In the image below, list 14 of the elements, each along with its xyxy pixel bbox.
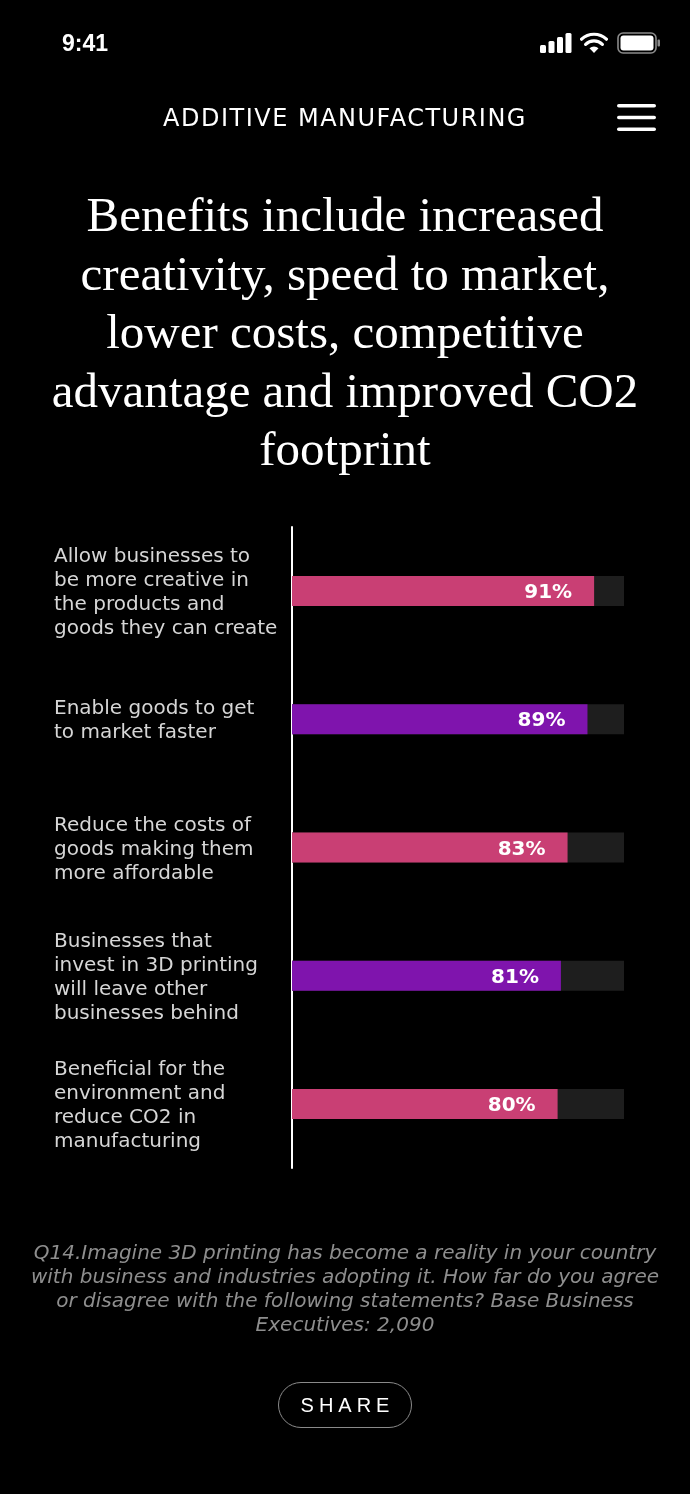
data-label: 83% bbox=[497, 835, 546, 860]
data-label: 81% bbox=[491, 963, 539, 988]
y-tick-label: Allow businesses to be more creative in the products and goods they can create bbox=[54, 543, 278, 640]
data-label: 89% bbox=[517, 707, 566, 732]
text: Q14.Imagine 3D printing has become a reality in your country with business and industries adopting it. How far do you agree or disagree with the following statements? Base Business Executives: 2,090 bbox=[30, 1240, 660, 1336]
y-tick-label: Enable goods to get to market faster bbox=[54, 695, 261, 744]
data-label: 91% bbox=[524, 579, 573, 604]
y-tick-label: Beneficial for the environment and reduce CO2 in manufacturing bbox=[54, 1055, 232, 1152]
y-tick-label: Reduce the costs of goods making them more affordable bbox=[54, 811, 260, 884]
chart-title: Benefits include increased creativity, speed to market, lower costs, competitive advantage and improved CO2 footprint bbox=[50, 186, 640, 478]
y-tick-label: Businesses that invest in 3D printing will leave other businesses behind bbox=[54, 927, 265, 1024]
text: ADDITIVE MANUFACTURING bbox=[162, 103, 528, 134]
data-label: 80% bbox=[487, 1091, 536, 1116]
text: 9:41 bbox=[62, 29, 109, 58]
